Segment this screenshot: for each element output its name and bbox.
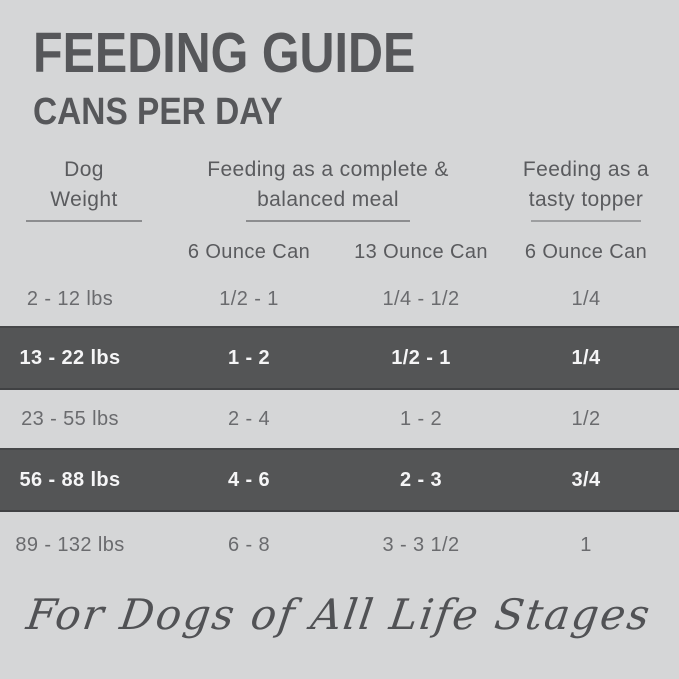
column-header-line: Feeding as a complete & [207,158,449,181]
tagline-text: For Dogs of All Life Stages [23,590,655,639]
meal-6oz-value: 1/2 - 1 [219,287,279,310]
column-header-line: Feeding as a [522,158,650,181]
subheader-spacer [0,264,168,272]
subheader-13oz-meal: 13 Ounce Can [354,241,488,263]
table-row: 2 - 12 lbs 1/2 - 1 1/4 - 1/2 1/4 [0,272,679,326]
header-underline [26,220,142,222]
dog-weight-value: 89 - 132 lbs [15,533,125,556]
dog-weight-value: 13 - 22 lbs [19,346,121,369]
topper-6oz-value: 1/4 [571,287,601,310]
column-header-line: Weight [50,188,118,211]
column-header-line: tasty topper [528,188,644,211]
column-header-complete-meal: Feeding as a complete & balanced meal [168,155,512,222]
meal-6oz-value: 2 - 4 [227,407,271,430]
topper-6oz-value: 1/4 [571,346,601,369]
meal-6oz-value: 4 - 6 [227,468,271,491]
header-underline [531,220,641,222]
table-row-highlighted: 13 - 22 lbs 1 - 2 1/2 - 1 1/4 [0,326,679,390]
table-header-row: Dog Weight Feeding as a complete & balan… [0,152,679,222]
meal-13oz-value: 1/4 - 1/2 [382,287,460,310]
meal-13oz-value: 3 - 3 1/2 [382,533,460,556]
topper-6oz-value: 1 [580,533,592,556]
page-subtitle: CANS PER DAY [33,91,283,133]
dog-weight-value: 2 - 12 lbs [26,287,114,310]
table-row: 89 - 132 lbs 6 - 8 3 - 3 1/2 1 [0,512,679,578]
dog-weight-value: 23 - 55 lbs [21,407,119,430]
meal-6oz-value: 1 - 2 [227,346,271,369]
table-subheader-row: 6 Ounce Can 13 Ounce Can 6 Ounce Can [0,222,679,272]
dog-weight-value: 56 - 88 lbs [19,468,121,491]
title-block: FEEDING GUIDE CANS PER DAY [0,0,679,132]
table-row: 23 - 55 lbs 2 - 4 1 - 2 1/2 [0,390,679,448]
column-header-dog-weight: Dog Weight [0,155,168,222]
column-header-line: balanced meal [257,188,399,211]
meal-13oz-value: 1 - 2 [399,407,443,430]
topper-6oz-value: 1/2 [571,407,601,430]
table-row-highlighted: 56 - 88 lbs 4 - 6 2 - 3 3/4 [0,448,679,512]
topper-6oz-value: 3/4 [571,468,601,491]
column-header-tasty-topper: Feeding as a tasty topper [512,155,660,222]
meal-13oz-value: 1/2 - 1 [391,346,451,369]
footer: For Dogs of All Life Stages [0,590,679,639]
subheader-6oz-topper: 6 Ounce Can [524,241,648,263]
meal-6oz-value: 6 - 8 [227,533,271,556]
page-title: FEEDING GUIDE [33,21,416,85]
subheader-6oz-meal: 6 Ounce Can [187,241,311,263]
column-header-line: Dog [64,158,104,181]
meal-13oz-value: 2 - 3 [399,468,443,491]
header-underline [246,220,410,222]
